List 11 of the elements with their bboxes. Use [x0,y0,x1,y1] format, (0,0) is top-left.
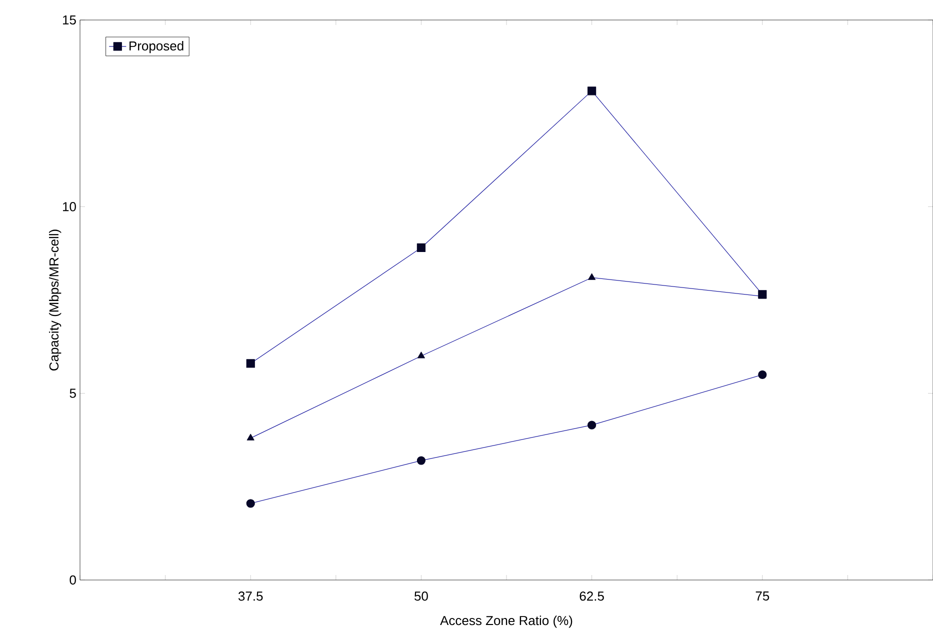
y-tick-label: 5 [70,388,76,398]
x-tick-label: 62.5 [580,592,604,601]
x-tick-label: 37.5 [238,592,263,601]
x-axis-title: Access Zone Ratio (%) [440,616,572,628]
y-tick-label: 0 [70,575,76,585]
legend-label: Proposed [130,40,184,54]
y-tick-label: 10 [62,202,76,212]
y-tick-label: 15 [62,15,76,25]
x-tick-label: 50 [414,592,428,601]
x-tick-label: 75 [756,592,770,601]
y-axis-title: Capacity (Mbps/MR-cell) [49,230,62,370]
